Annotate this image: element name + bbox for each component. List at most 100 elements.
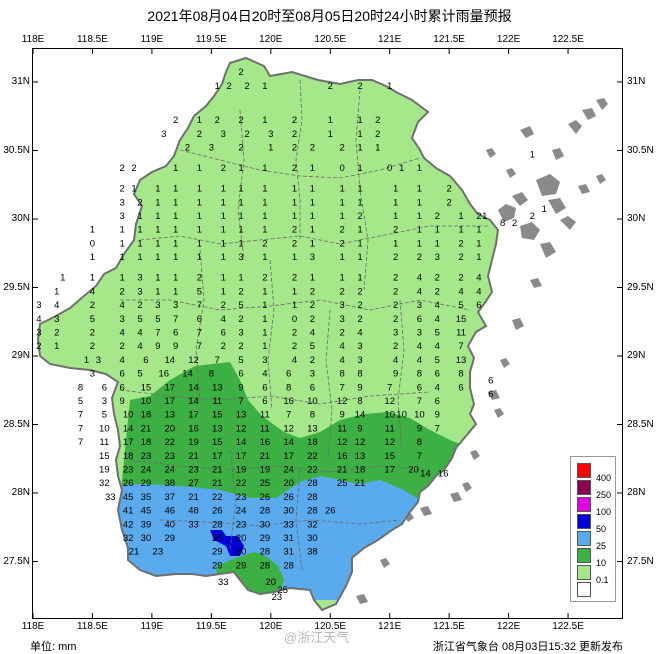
issuer-label: 浙江省气象台 08月03日15:32 更新发布 (432, 641, 623, 653)
rain-value: 10 (307, 396, 318, 407)
rain-value: 15 (141, 382, 152, 393)
rain-value: 3 (102, 396, 107, 407)
rain-value: 5 (78, 396, 83, 407)
rain-value: 12 (337, 437, 348, 448)
rain-value: 7 (155, 327, 160, 338)
rain-value: 1 (54, 286, 59, 297)
rain-value: 2 (530, 211, 535, 222)
rain-value: 1 (476, 252, 481, 263)
rain-value: 2 (292, 327, 297, 338)
rain-value: 6 (173, 327, 178, 338)
rain-value: 1 (197, 184, 202, 195)
legend: 400 250 100 50 25 10 0.1 (570, 456, 616, 602)
legend-swatch (577, 497, 591, 512)
rain-value: 28 (307, 506, 318, 517)
rain-value: 1 (155, 286, 160, 297)
rain-value: 1 (268, 143, 273, 154)
rain-value: 42 (123, 519, 134, 530)
rain-value: 1 (221, 286, 226, 297)
rain-value: 10 (396, 410, 407, 421)
rain-value: 14 (420, 469, 431, 480)
rain-value: 23 (271, 592, 282, 603)
rain-value: 2 (393, 341, 398, 352)
rain-value: 2 (197, 129, 202, 140)
rain-value: 2 (173, 115, 178, 126)
rain-value: 28 (260, 547, 271, 558)
rain-value: 1 (310, 273, 315, 284)
rain-value: 4 (339, 341, 344, 352)
rain-value: 2 (244, 129, 249, 140)
rain-value: 6 (102, 382, 107, 393)
rain-value: 1 (155, 273, 160, 284)
legend-label: 0.1 (596, 575, 609, 585)
lat-tick-right: 30N (627, 213, 646, 224)
rain-value: 1 (357, 115, 362, 126)
lat-tick-left: 30.5N (3, 144, 30, 156)
rain-value: 8 (458, 369, 463, 380)
rain-value: 2 (447, 197, 452, 208)
rain-value: 4 (435, 300, 440, 311)
rain-value: 5 (435, 355, 440, 366)
rain-value: 1 (173, 252, 178, 263)
legend-swatch (577, 531, 591, 546)
rain-value: 30 (260, 519, 271, 530)
rain-value: 12 (384, 437, 395, 448)
rain-value: 1 (155, 197, 160, 208)
rain-value: 31 (283, 533, 294, 544)
rain-value: 9 (339, 410, 344, 421)
legend-label: 10 (596, 558, 607, 568)
rain-value: 2 (310, 286, 315, 297)
lon-tick-top: 122.5E (552, 34, 584, 45)
rain-value: 26 (123, 478, 134, 489)
rain-value: 14 (355, 410, 366, 421)
rain-value: 21 (337, 464, 348, 475)
rain-value: 3 (155, 300, 160, 311)
rain-value: 6 (488, 375, 493, 386)
rain-value: 24 (164, 464, 175, 475)
lon-tick-top: 119.5E (195, 34, 227, 45)
rain-value: 40 (164, 519, 175, 530)
rain-value: 12 (355, 437, 366, 448)
lat-tick-right: 29.5N (627, 281, 654, 293)
rain-value: 1 (155, 225, 160, 236)
rain-value: 11 (337, 423, 347, 434)
rain-value: 2 (90, 341, 95, 352)
rain-value: 1 (328, 115, 333, 126)
rain-value: 5 (458, 300, 463, 311)
rain-value: 8 (357, 369, 362, 380)
rain-value: 23 (153, 547, 164, 558)
rain-value: 3 (357, 341, 362, 352)
rain-value: 5 (238, 300, 243, 311)
rain-value: 21 (355, 478, 366, 489)
rain-value: 4 (417, 273, 422, 284)
rain-value: 2 (447, 184, 452, 195)
rain-value: 15 (384, 451, 395, 462)
rain-value: 1 (120, 273, 125, 284)
rain-value: 4 (262, 369, 267, 380)
rain-value: 3 (209, 143, 214, 154)
rain-value: 38 (307, 547, 318, 558)
rain-value: 4 (221, 314, 226, 325)
rain-value: 2 (197, 273, 202, 284)
rain-value: 25 (337, 478, 348, 489)
rain-value: 3 (393, 327, 398, 338)
rain-value: 13 (236, 410, 247, 421)
rain-value: 11 (385, 423, 395, 434)
rain-value: 1 (476, 238, 481, 249)
lat-tick-left: 28.5N (3, 418, 30, 430)
rain-value: 3 (161, 129, 166, 140)
rain-value: 1 (262, 197, 267, 208)
rain-value: 1 (155, 211, 160, 222)
rain-value: 1 (357, 197, 362, 208)
rain-value: 2 (215, 115, 220, 126)
rain-value: 1 (238, 197, 243, 208)
rain-value: 30 (141, 533, 152, 544)
rain-value: 5 (238, 355, 243, 366)
legend-swatch (577, 514, 591, 529)
rain-value: 1 (292, 300, 297, 311)
rain-value: 3 (221, 129, 226, 140)
rain-value: 1 (262, 184, 267, 195)
rain-value: 28 (307, 478, 318, 489)
rain-value: 8 (417, 437, 422, 448)
